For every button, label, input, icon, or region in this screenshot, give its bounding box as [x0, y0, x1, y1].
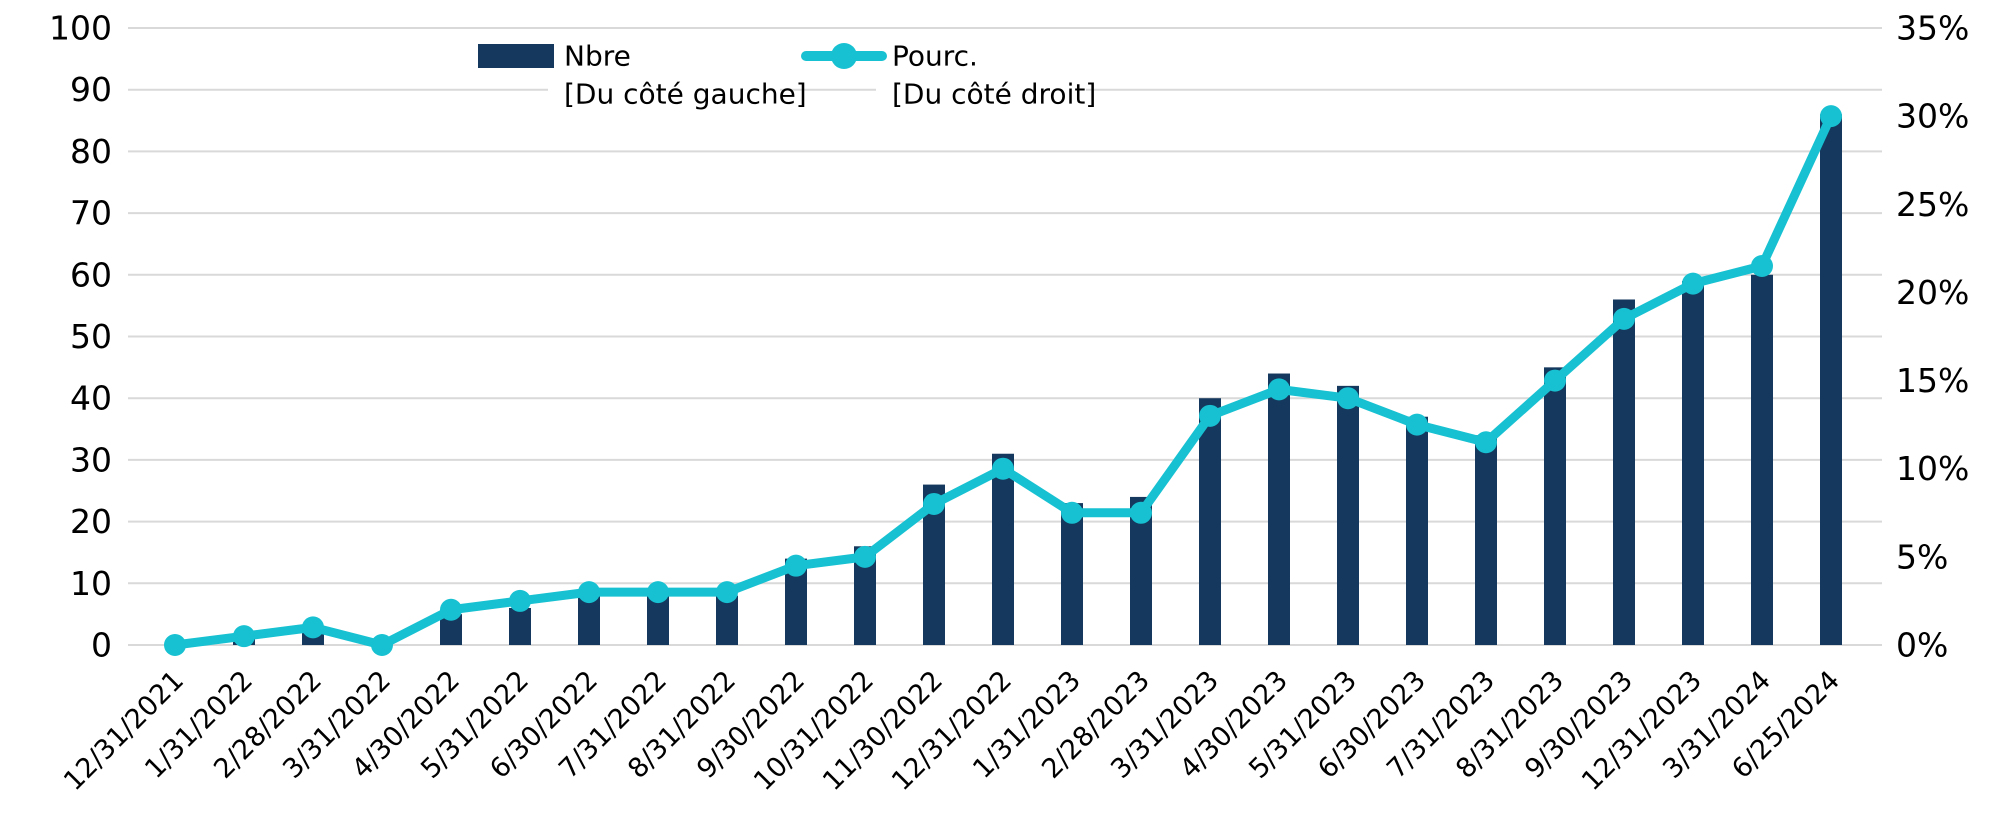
line-marker-4/30/2023 [1268, 378, 1290, 401]
right-axis-tick-label: 0% [1896, 626, 1948, 665]
bar-5/31/2022 [509, 607, 531, 645]
bar-8/31/2022 [716, 595, 738, 645]
line-marker-3/31/2023 [1199, 404, 1221, 427]
bar-6/25/2024 [1820, 114, 1842, 645]
bar-4/30/2023 [1268, 373, 1290, 645]
bar-8/31/2023 [1544, 367, 1566, 645]
left-axis-tick-label: 80 [70, 132, 112, 171]
bar-7/31/2022 [647, 595, 669, 645]
left-axis-tick-label: 90 [70, 70, 112, 109]
bar-12/31/2023 [1682, 280, 1704, 645]
line-marker-1/31/2023 [1061, 501, 1083, 524]
right-axis-tick-label: 25% [1896, 185, 1969, 224]
legend-label-line: Pourc. [892, 40, 978, 73]
legend-bg [548, 72, 780, 110]
left-axis-tick-label: 70 [70, 194, 112, 233]
bar-7/31/2023 [1475, 435, 1497, 645]
line-marker-8/31/2022 [716, 581, 738, 604]
legend-bg [888, 38, 998, 72]
legend-bg [560, 38, 650, 72]
line-marker-3/31/2022 [371, 634, 393, 656]
line-marker-11/30/2022 [923, 492, 945, 515]
line-marker-2/28/2023 [1130, 501, 1152, 524]
left-axis-tick-label: 10 [70, 564, 112, 603]
line-marker-2/28/2022 [302, 616, 324, 639]
bar-5/31/2023 [1337, 385, 1359, 645]
bar-6/30/2023 [1406, 416, 1428, 645]
left-axis-tick-label: 100 [49, 9, 112, 48]
bar-9/30/2023 [1613, 299, 1635, 645]
left-axis-tick-label: 60 [70, 255, 112, 294]
line-marker-12/31/2021 [164, 634, 186, 656]
bar-9/30/2022 [785, 558, 807, 645]
line-marker-9/30/2023 [1613, 307, 1635, 330]
bar-3/31/2023 [1199, 398, 1221, 645]
line-marker-9/30/2022 [785, 554, 807, 577]
right-axis-tick-label: 10% [1896, 449, 1969, 488]
left-axis-tick-label: 0 [91, 626, 112, 665]
legend-sublabel-bars: [Du côté gauche] [564, 78, 807, 111]
line-marker-5/31/2023 [1337, 387, 1359, 410]
line-marker-12/31/2023 [1682, 272, 1704, 295]
line-marker-8/31/2023 [1544, 369, 1566, 392]
line-marker-7/31/2023 [1475, 431, 1497, 454]
right-axis-tick-label: 15% [1896, 361, 1969, 400]
legend-sublabel-line: [Du côté droit] [892, 78, 1096, 111]
left-axis-tick-label: 50 [70, 317, 112, 356]
bar-1/31/2023 [1061, 503, 1083, 645]
line-marker-6/30/2022 [578, 581, 600, 604]
line-marker-1/31/2022 [233, 625, 255, 648]
legend-bg [876, 72, 1086, 110]
bar-6/30/2022 [578, 589, 600, 645]
line-marker-6/30/2023 [1406, 413, 1428, 436]
line-marker-4/30/2022 [440, 598, 462, 621]
legend-swatch-line-marker [831, 43, 857, 69]
left-axis-tick-label: 20 [70, 502, 112, 541]
bar-12/31/2022 [992, 453, 1014, 645]
bar-11/30/2022 [923, 484, 945, 645]
right-axis-tick-label: 35% [1896, 9, 1969, 48]
bar-4/30/2022 [440, 614, 462, 645]
right-axis-tick-label: 20% [1896, 273, 1969, 312]
bar-3/31/2024 [1751, 274, 1773, 645]
line-marker-5/31/2022 [509, 589, 531, 612]
left-axis-tick-label: 40 [70, 379, 112, 418]
left-axis-tick-label: 30 [70, 440, 112, 479]
legend-swatch-bars [478, 44, 554, 68]
right-axis-tick-label: 30% [1896, 97, 1969, 136]
line-marker-10/31/2022 [854, 545, 876, 568]
line-marker-3/31/2024 [1751, 254, 1773, 277]
line-marker-6/25/2024 [1820, 105, 1842, 128]
right-axis-tick-label: 5% [1896, 537, 1948, 576]
legend-label-bars: Nbre [564, 40, 631, 73]
line-marker-12/31/2022 [992, 457, 1014, 480]
bar-10/31/2022 [854, 546, 876, 645]
line-marker-7/31/2022 [647, 581, 669, 604]
bar-2/28/2023 [1130, 496, 1152, 645]
